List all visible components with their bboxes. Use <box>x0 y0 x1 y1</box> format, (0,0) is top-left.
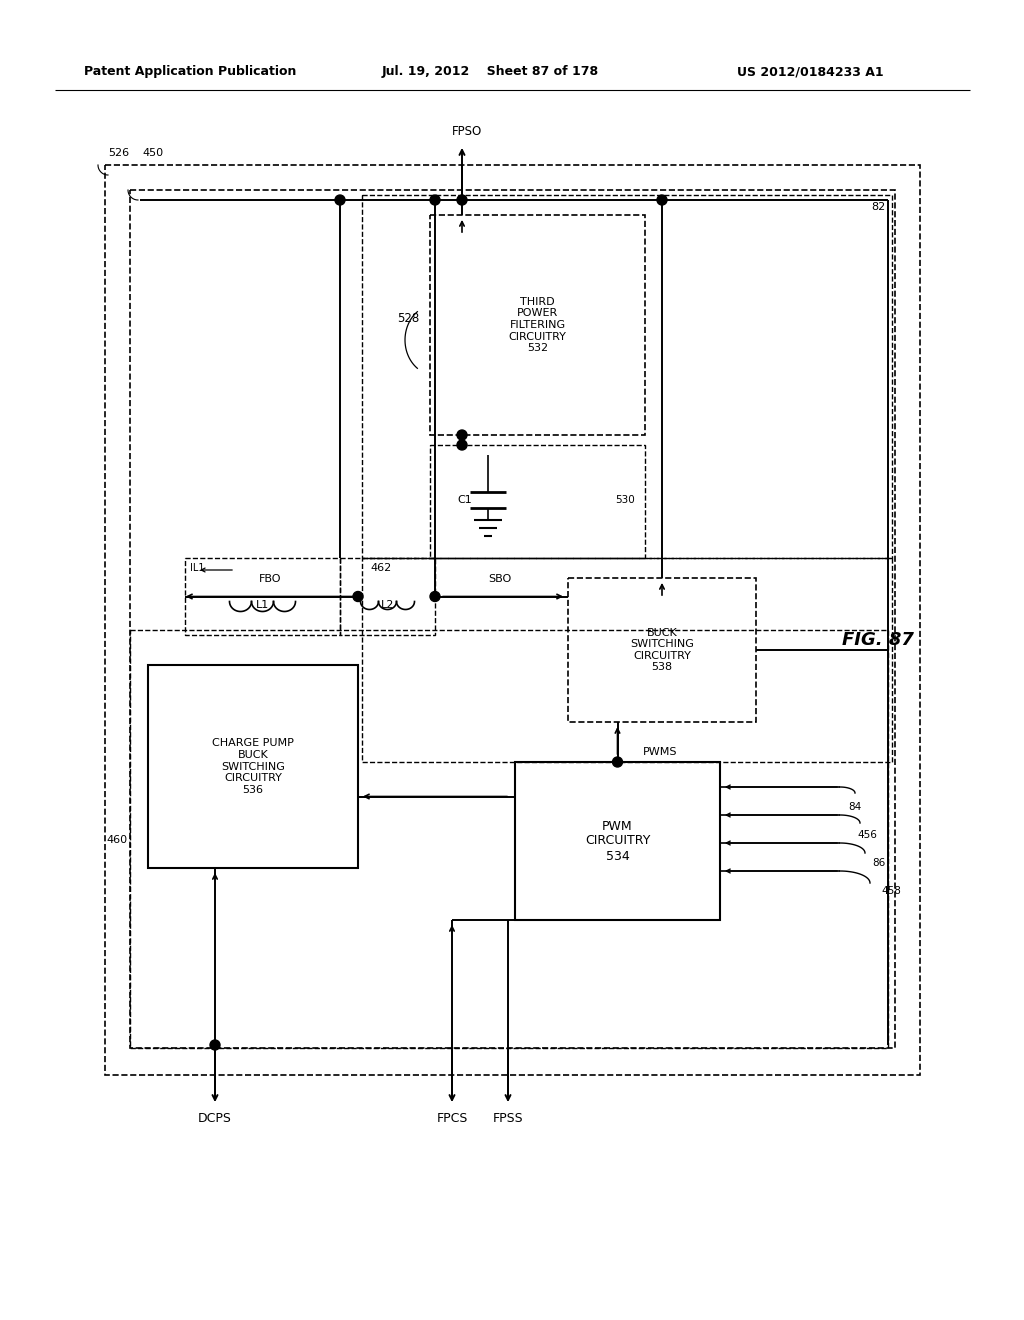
Bar <box>340 558 435 635</box>
Text: THIRD
POWER
FILTERING
CIRCUITRY
532: THIRD POWER FILTERING CIRCUITRY 532 <box>509 297 566 354</box>
Circle shape <box>457 430 467 440</box>
Bar <box>130 190 895 1048</box>
Bar <box>568 578 756 722</box>
Text: FBO: FBO <box>259 574 282 585</box>
Text: L2: L2 <box>381 599 394 610</box>
Text: C1: C1 <box>458 495 472 506</box>
Text: SBO: SBO <box>488 574 512 585</box>
Text: CHARGE PUMP
BUCK
SWITCHING
CIRCUITRY
536: CHARGE PUMP BUCK SWITCHING CIRCUITRY 536 <box>212 738 294 795</box>
Circle shape <box>430 195 440 205</box>
Circle shape <box>457 195 467 205</box>
Circle shape <box>457 440 467 450</box>
Text: FPSS: FPSS <box>493 1111 523 1125</box>
Bar <box>148 665 358 869</box>
Text: DCPS: DCPS <box>198 1111 232 1125</box>
Bar <box>362 558 892 762</box>
Circle shape <box>335 195 345 205</box>
Text: 528: 528 <box>397 312 419 325</box>
Text: BUCK
SWITCHING
CIRCUITRY
538: BUCK SWITCHING CIRCUITRY 538 <box>630 627 694 672</box>
Text: 450: 450 <box>142 148 163 158</box>
Text: PWM
CIRCUITRY
534: PWM CIRCUITRY 534 <box>585 820 650 862</box>
Text: 458: 458 <box>881 886 901 896</box>
Bar <box>430 215 645 436</box>
Text: 530: 530 <box>615 495 635 506</box>
Bar <box>362 195 892 558</box>
Text: US 2012/0184233 A1: US 2012/0184233 A1 <box>736 66 884 78</box>
Circle shape <box>430 591 440 602</box>
Circle shape <box>210 1040 220 1049</box>
Text: 462: 462 <box>370 564 391 573</box>
Text: IL1: IL1 <box>190 564 205 573</box>
Text: 84: 84 <box>848 803 861 812</box>
Text: FIG. 87: FIG. 87 <box>842 631 914 649</box>
Text: FPSO: FPSO <box>452 125 482 139</box>
Text: 526: 526 <box>108 148 129 158</box>
Text: 460: 460 <box>106 836 128 845</box>
Bar <box>430 445 645 558</box>
Circle shape <box>657 195 667 205</box>
Text: L1: L1 <box>256 599 269 610</box>
Text: 86: 86 <box>872 858 886 869</box>
Circle shape <box>353 591 362 602</box>
Text: 82: 82 <box>870 202 885 213</box>
Bar <box>105 165 920 1074</box>
Text: Jul. 19, 2012    Sheet 87 of 178: Jul. 19, 2012 Sheet 87 of 178 <box>381 66 599 78</box>
Circle shape <box>612 756 623 767</box>
Bar <box>130 630 888 1048</box>
Text: PWMS: PWMS <box>642 747 677 756</box>
Bar <box>185 558 340 635</box>
Text: Patent Application Publication: Patent Application Publication <box>84 66 296 78</box>
Bar <box>515 762 720 920</box>
Text: FPCS: FPCS <box>436 1111 468 1125</box>
Text: 456: 456 <box>857 830 877 840</box>
